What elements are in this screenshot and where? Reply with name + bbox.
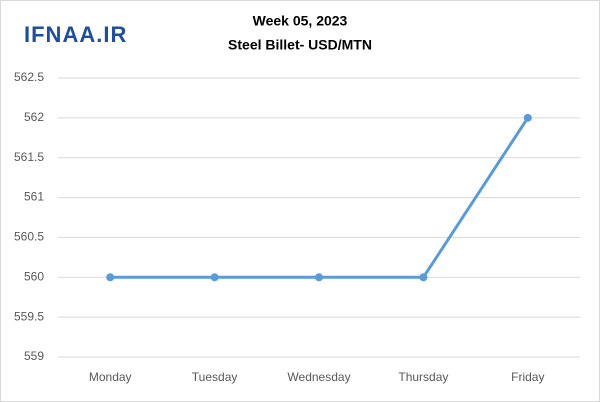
y-tick-label: 560.5 xyxy=(14,230,44,244)
y-tick-label: 561.5 xyxy=(14,150,44,164)
x-tick-label: Tuesday xyxy=(192,370,238,384)
marker xyxy=(523,113,532,122)
x-tick-label: Friday xyxy=(511,370,544,384)
y-tick-label: 559.5 xyxy=(14,309,44,323)
marker xyxy=(210,273,219,282)
marker xyxy=(106,273,115,282)
y-tick-label: 561 xyxy=(24,190,44,204)
y-tick-label: 562 xyxy=(24,110,44,124)
x-tick-label: Thursday xyxy=(398,370,448,384)
x-tick-label: Monday xyxy=(89,370,132,384)
y-tick-label: 562.5 xyxy=(14,70,44,84)
y-tick-label: 559 xyxy=(24,349,44,363)
marker xyxy=(315,273,323,282)
y-tick-label: 560 xyxy=(24,269,44,283)
chart-title: Week 05, 2023 xyxy=(253,13,348,29)
chart-subtitle: Steel Billet- USD/MTN xyxy=(228,37,372,53)
marker xyxy=(419,273,428,282)
x-tick-label: Wednesday xyxy=(287,370,350,384)
watermark: IFNAA.IR xyxy=(24,22,127,47)
